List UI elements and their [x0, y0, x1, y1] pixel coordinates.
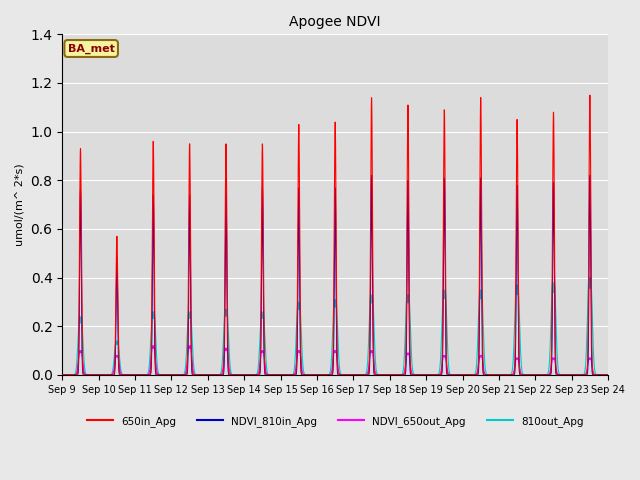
Y-axis label: umol/(m^ 2*s): umol/(m^ 2*s) — [15, 163, 25, 246]
Text: BA_met: BA_met — [68, 43, 115, 54]
Title: Apogee NDVI: Apogee NDVI — [289, 15, 381, 29]
Legend: 650in_Apg, NDVI_810in_Apg, NDVI_650out_Apg, 810out_Apg: 650in_Apg, NDVI_810in_Apg, NDVI_650out_A… — [83, 412, 588, 431]
